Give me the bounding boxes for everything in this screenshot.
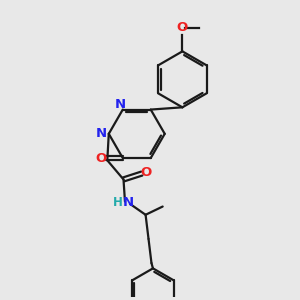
Text: N: N xyxy=(96,127,107,140)
Text: H: H xyxy=(113,196,122,209)
Text: O: O xyxy=(96,152,107,164)
Text: O: O xyxy=(177,21,188,34)
Text: O: O xyxy=(140,166,152,178)
Text: N: N xyxy=(122,196,134,209)
Text: N: N xyxy=(115,98,126,111)
